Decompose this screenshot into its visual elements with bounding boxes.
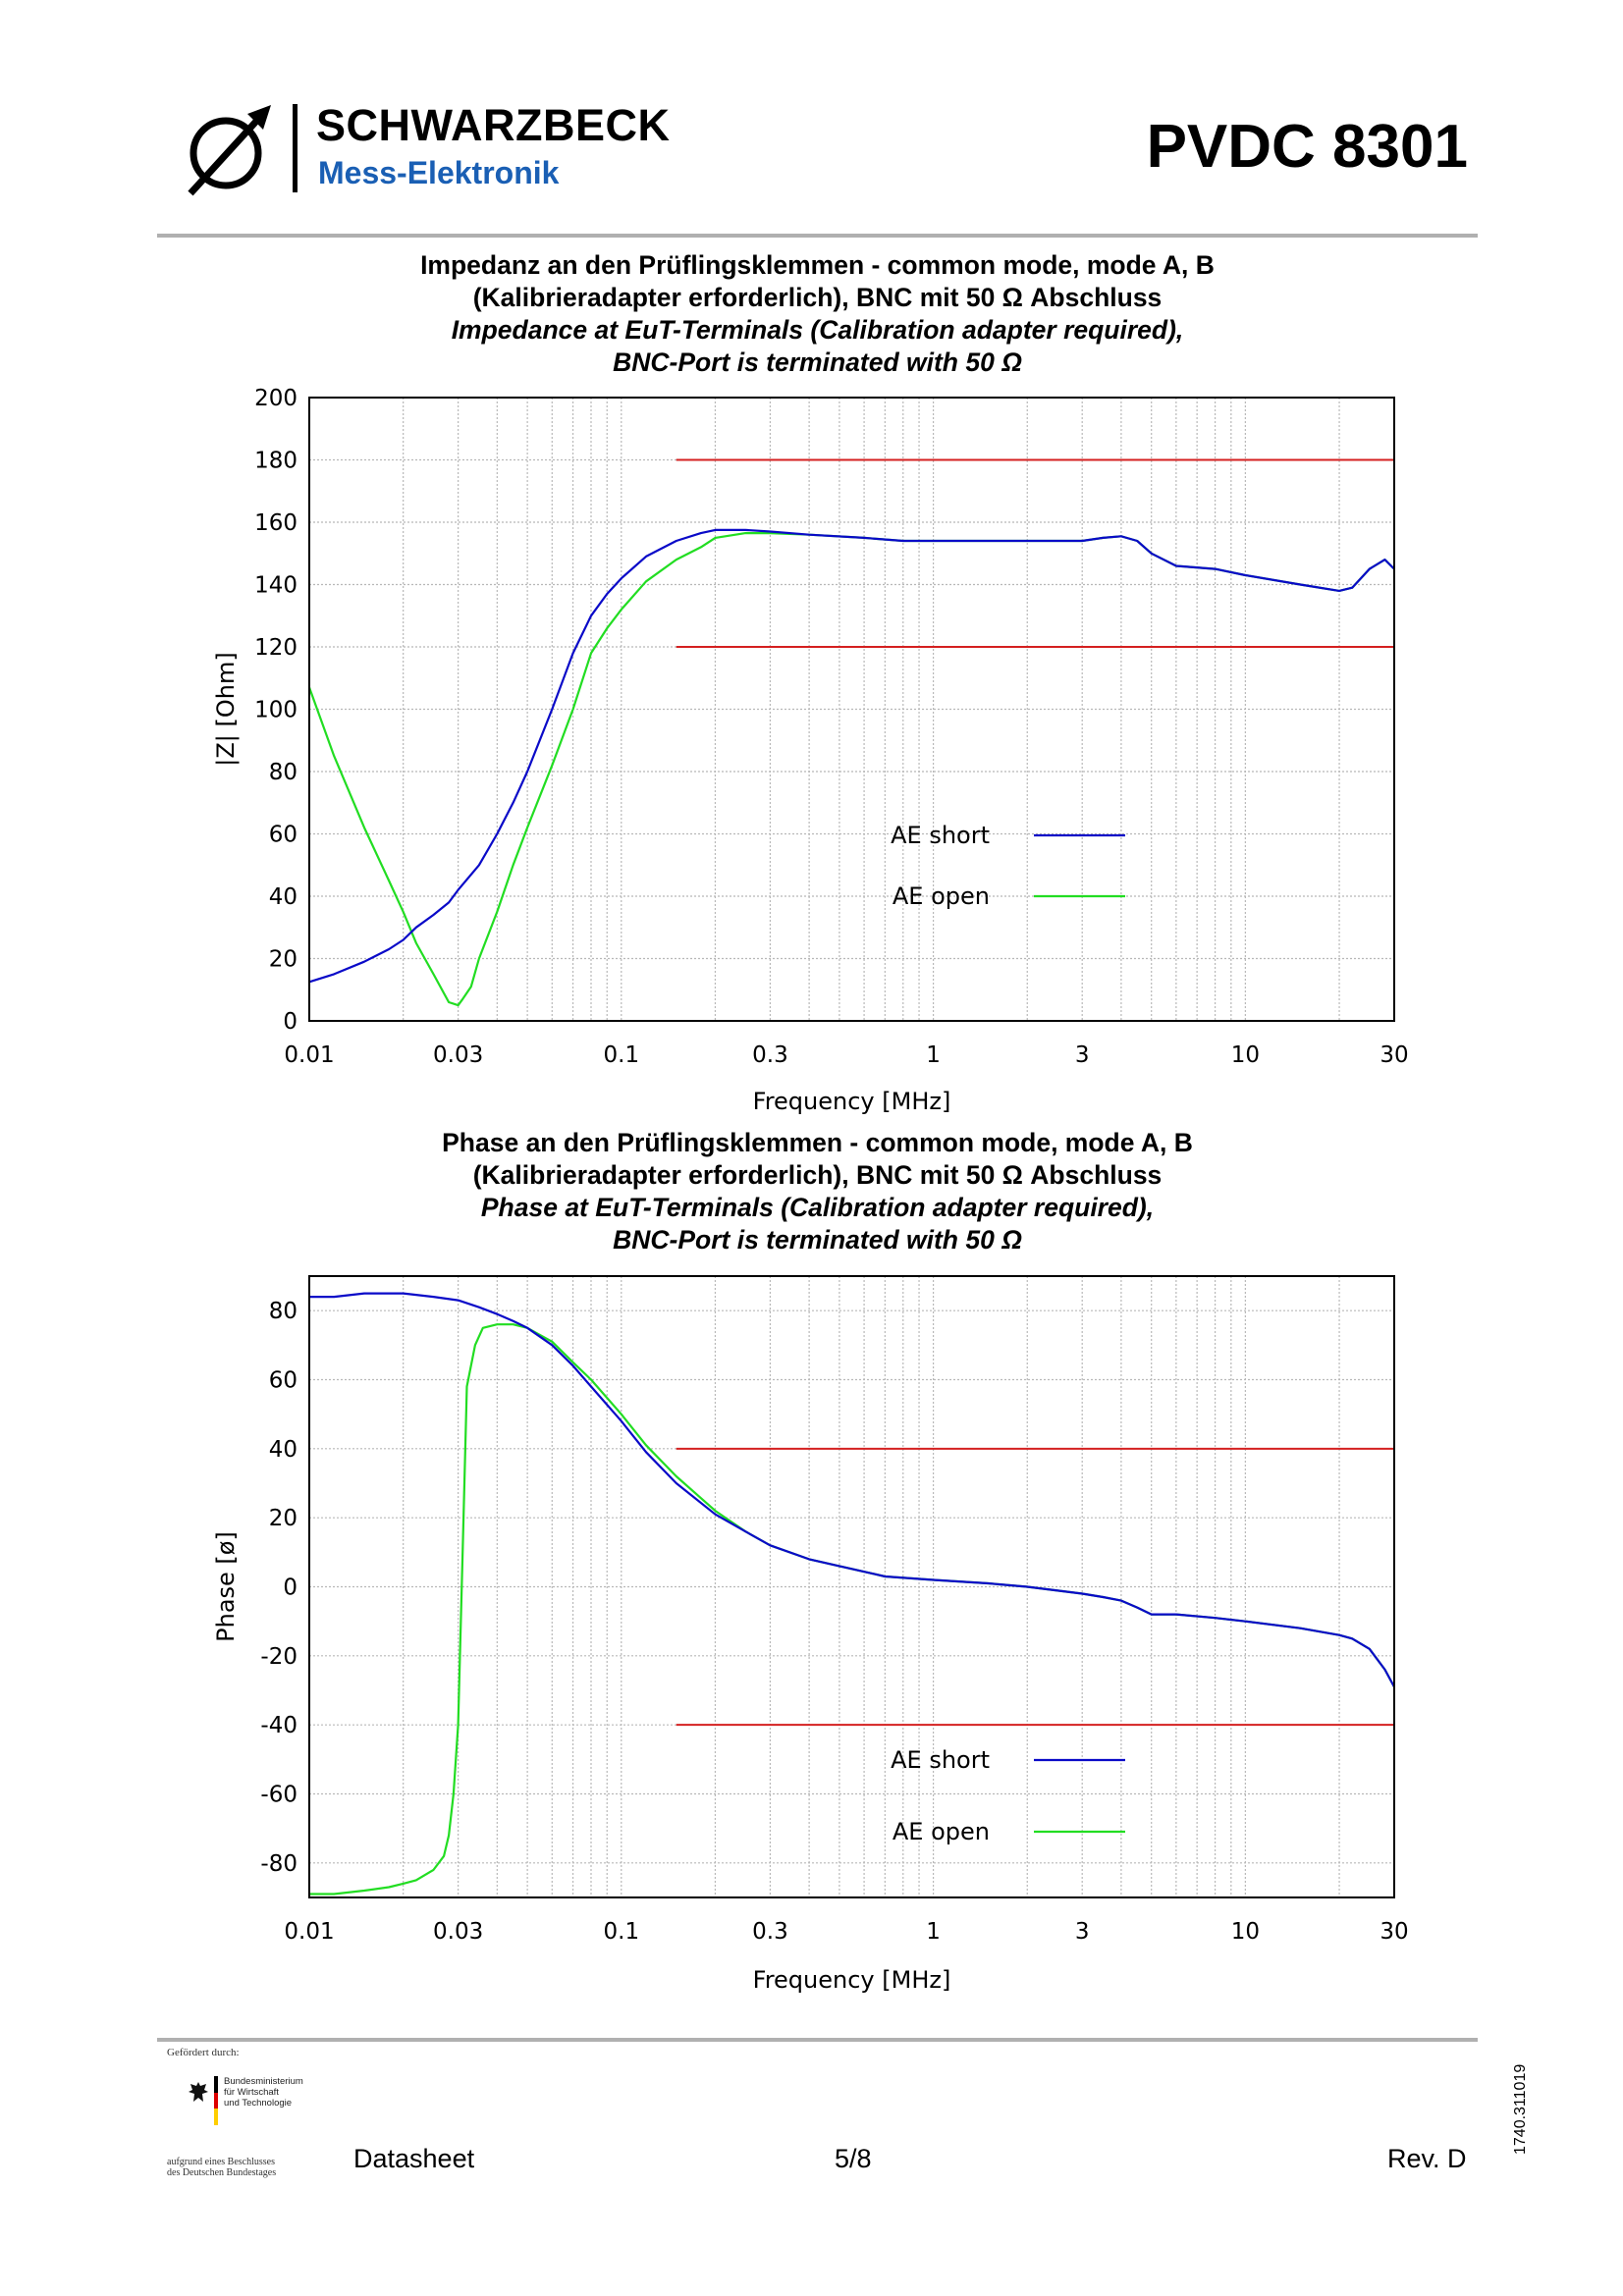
legend-label: AE open bbox=[893, 1818, 990, 1845]
y-tick-label: 80 bbox=[269, 760, 298, 785]
ministry-line: und Technologie bbox=[224, 2098, 293, 2109]
ministry-line: für Wirtschaft bbox=[224, 2087, 279, 2098]
brand-name: SCHWARZBECK bbox=[316, 100, 671, 150]
y-tick-label: 20 bbox=[269, 947, 298, 973]
bundestag-decision: aufgrund eines Beschlusses des Deutschen… bbox=[167, 2157, 324, 2178]
y-tick-label: 180 bbox=[254, 449, 298, 474]
brand-subtitle: Mess-Elektronik bbox=[318, 155, 560, 190]
model-number: PVDC 8301 bbox=[1146, 113, 1468, 181]
phase-title-en-1: Phase at EuT-Terminals (Calibration adap… bbox=[480, 1193, 1155, 1222]
x-axis-label: Frequency [MHz] bbox=[753, 1966, 951, 1994]
x-tick-label: 1 bbox=[926, 1919, 941, 1945]
federal-eagle-icon bbox=[189, 2082, 208, 2102]
x-tick-label: 0.01 bbox=[284, 1919, 334, 1945]
funded-by-label: Gefördert durch: bbox=[167, 2047, 240, 2058]
x-tick-label: 10 bbox=[1231, 1042, 1260, 1068]
impedance-title-de-2: (Kalibrieradapter erforderlich), BNC mit… bbox=[472, 283, 1163, 312]
phase-title-de-1: Phase an den Prüflingsklemmen - common m… bbox=[442, 1128, 1193, 1157]
y-tick-label: 200 bbox=[254, 386, 298, 411]
phase-title-de-2: (Kalibrieradapter erforderlich), BNC mit… bbox=[472, 1160, 1163, 1190]
x-tick-label: 0.03 bbox=[433, 1042, 483, 1068]
legend-label: AE short bbox=[891, 822, 990, 849]
x-tick-label: 0.03 bbox=[433, 1919, 483, 1945]
y-tick-label: 120 bbox=[254, 635, 298, 661]
footer-divider bbox=[157, 2038, 1478, 2042]
y-tick-label: -20 bbox=[260, 1644, 298, 1670]
revision: Rev. D bbox=[1387, 2144, 1467, 2173]
legend-label: AE open bbox=[893, 882, 990, 910]
y-tick-label: 0 bbox=[283, 1575, 298, 1601]
y-tick-label: 80 bbox=[269, 1299, 298, 1324]
phase-chart-title: Phase an den Prüflingsklemmen - common m… bbox=[157, 1127, 1478, 1256]
logo-divider bbox=[293, 104, 298, 192]
x-tick-label: 0.3 bbox=[752, 1042, 788, 1068]
y-tick-label: 100 bbox=[254, 698, 298, 723]
impedance-title-en-1: Impedance at EuT-Terminals (Calibration … bbox=[451, 315, 1184, 345]
schwarzbeck-logo-icon bbox=[188, 105, 271, 196]
ministry-line: Bundesministerium bbox=[224, 2076, 303, 2087]
y-tick-label: 40 bbox=[269, 1437, 298, 1463]
y-tick-label: 60 bbox=[269, 823, 298, 848]
x-tick-label: 3 bbox=[1075, 1919, 1090, 1945]
x-tick-label: 10 bbox=[1231, 1919, 1260, 1945]
impedance-title-de-1: Impedanz an den Prüflingsklemmen - commo… bbox=[420, 250, 1215, 280]
plot-frame bbox=[308, 397, 1395, 1022]
y-tick-label: 20 bbox=[269, 1506, 298, 1531]
y-tick-label: 0 bbox=[283, 1009, 298, 1035]
x-tick-label: 30 bbox=[1380, 1919, 1408, 1945]
y-tick-label: 40 bbox=[269, 884, 298, 910]
phase-title-en-2: BNC-Port is terminated with 50 Ω bbox=[613, 1225, 1022, 1255]
decision-line: des Deutschen Bundestages bbox=[167, 2167, 277, 2178]
series-line-ae-short bbox=[308, 528, 1395, 984]
x-tick-label: 1 bbox=[926, 1042, 941, 1068]
x-tick-label: 0.1 bbox=[604, 1919, 640, 1945]
x-tick-label: 0.1 bbox=[604, 1042, 640, 1068]
ministry-name: Bundesministerium für Wirtschaft und Tec… bbox=[224, 2076, 332, 2109]
funding-notice: Gefördert durch: Bundesministerium für W… bbox=[167, 2047, 324, 2194]
x-axis-label: Frequency [MHz] bbox=[753, 1088, 951, 1115]
doc-type: Datasheet bbox=[353, 2144, 475, 2173]
x-tick-label: 0.3 bbox=[752, 1919, 788, 1945]
plot-frame bbox=[308, 1275, 1395, 1898]
y-tick-label: -60 bbox=[260, 1783, 298, 1808]
y-tick-label: 60 bbox=[269, 1368, 298, 1394]
y-tick-label: 160 bbox=[254, 510, 298, 536]
y-tick-label: 140 bbox=[254, 573, 298, 599]
legend-label: AE short bbox=[891, 1746, 990, 1774]
y-axis-label: Phase [ø] bbox=[212, 1531, 240, 1642]
impedance-title-en-2: BNC-Port is terminated with 50 Ω bbox=[613, 347, 1022, 377]
flag-bar bbox=[214, 2076, 218, 2125]
y-tick-label: -40 bbox=[260, 1713, 298, 1738]
x-tick-label: 3 bbox=[1075, 1042, 1090, 1068]
y-tick-label: -80 bbox=[260, 1851, 298, 1877]
x-tick-label: 30 bbox=[1380, 1042, 1408, 1068]
page-header: SCHWARZBECK Mess-Elektronik PVDC 8301 bbox=[157, 86, 1478, 224]
decision-line: aufgrund eines Beschlusses bbox=[167, 2157, 275, 2167]
page-number: 5/8 bbox=[835, 2144, 872, 2173]
document-number: 1740.311019 bbox=[1512, 2063, 1529, 2155]
y-axis-label: |Z| [Ohm] bbox=[212, 652, 240, 766]
header-divider bbox=[157, 234, 1478, 238]
x-tick-label: 0.01 bbox=[284, 1042, 334, 1068]
impedance-chart-title: Impedanz an den Prüflingsklemmen - commo… bbox=[157, 249, 1478, 379]
series-line-ae-short bbox=[309, 1292, 1395, 1688]
